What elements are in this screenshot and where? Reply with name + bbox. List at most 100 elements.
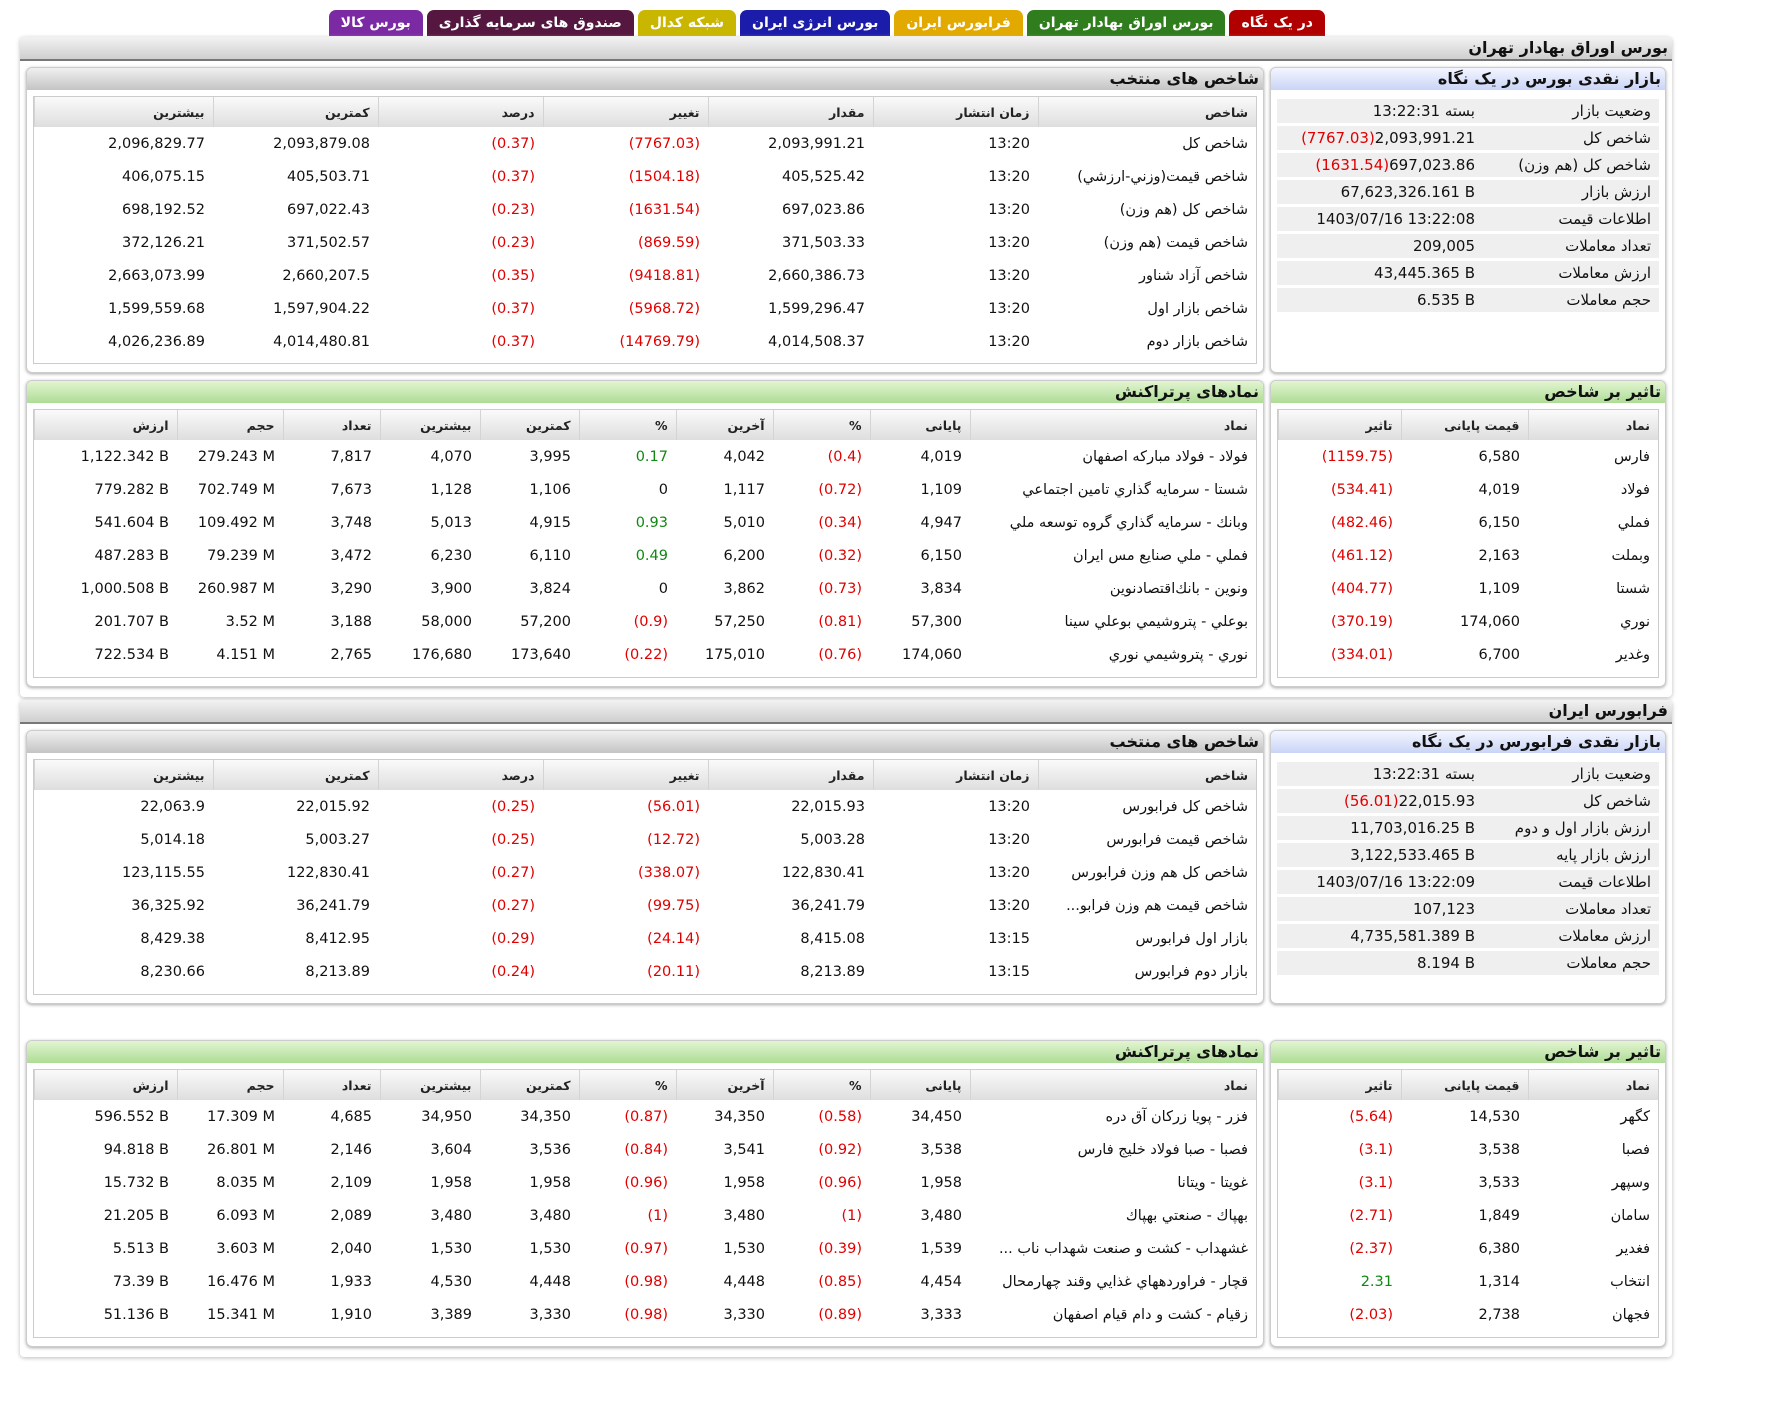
table-head: نماد قیمت پایانی تاثیر [1278, 410, 1658, 440]
label-cell: ارزش بازار اول و دوم [1483, 816, 1659, 840]
table-cell: (0.9) [579, 605, 676, 638]
cell-text: 51.136 B [103, 1306, 169, 1323]
cell-text: 0.17 [635, 448, 668, 465]
nav-tab[interactable]: شبکه کدال [637, 10, 736, 36]
cell-text: (1159.75) [1321, 448, 1393, 465]
cell-text: 57,200 [520, 613, 571, 630]
table-cell: شستا [1528, 572, 1658, 605]
column-header: تغییر [542, 97, 708, 127]
overview-label: تعداد معاملات [1565, 900, 1651, 918]
cell-text: (0.81) [818, 613, 862, 630]
panel-title: تاثیر بر شاخص [1544, 1042, 1661, 1061]
label-cell: شاخص کل [1483, 789, 1659, 813]
table-cell: 122,830.41 [708, 856, 873, 889]
table-row: فملي 6,150 (482.46) [1279, 506, 1659, 539]
overview-row: شاخص کل (هم وزن) 697,023.86(1631.54) [1277, 153, 1659, 177]
cell-text: (0.97) [624, 1240, 668, 1257]
table-cell: 4,454 [870, 1265, 970, 1298]
cell-text: 122,830.41 [286, 864, 370, 881]
table-cell: 36,325.92 [35, 889, 214, 922]
table-cell: نوري - پتروشيمي نوري [970, 638, 1256, 671]
cell-text: 3,541 [723, 1141, 765, 1158]
nav-tab[interactable]: بورس انرژی ایران [740, 10, 891, 36]
cell-text: (1) [841, 1207, 862, 1224]
table-cell: (334.01) [1279, 638, 1402, 671]
panel-body: شاخص زمان انتشار مقدار تغییر درصد کمترین بیشتر… [33, 96, 1257, 364]
table-cell: 6,230 [380, 539, 480, 572]
table-cell: 1,530 [480, 1232, 579, 1265]
cell-text: (1) [647, 1207, 668, 1224]
table-row: شستا 1,109 (404.77) [1279, 572, 1659, 605]
nav-tab[interactable]: بورس کالا [328, 10, 423, 36]
cell-text: (0.72) [818, 481, 862, 498]
nav-tab[interactable]: بورس اوراق بهادار تهران [1026, 10, 1226, 36]
overview-row: تعداد معاملات 107,123 [1277, 897, 1659, 921]
cell-text: 8,213.89 [305, 963, 370, 980]
cell-text: 22,015.92 [296, 798, 370, 815]
table-cell: شاخص قيمت(وزني-ارزشي) [1038, 160, 1256, 193]
table-cell: شستا - سرمایه گذاري تامين اجتماعي [970, 473, 1256, 506]
nav-tab[interactable]: در یک نگاه [1229, 10, 1325, 36]
cell-text: بهپاك - صنعتي بهپاك [1125, 1207, 1248, 1224]
column-header: مقدار [707, 760, 873, 790]
table-body: فارس 6,580 (1159.75) فولاد 4,019 (534.41) فملي… [1279, 440, 1659, 671]
cell-text: 34,450 [911, 1108, 962, 1125]
value-cell: 1403/07/16 13:22:08 [1277, 207, 1483, 231]
nav-tab[interactable]: فرابورس ایران [894, 10, 1023, 36]
cell-text: (869.59) [637, 234, 700, 251]
cell-text: 371,502.57 [286, 234, 370, 251]
table-cell: (0.34) [773, 506, 870, 539]
nav-tab[interactable]: صندوق های سرمایه گذاری [426, 10, 634, 36]
table-cell: فجهان [1528, 1298, 1658, 1331]
cell-text: (0.4) [827, 448, 862, 465]
table-row: بازار دوم فرابورس 13:15 8,213.89 (20.11) (0.… [35, 955, 1257, 988]
table-cell: (404.77) [1279, 572, 1402, 605]
table-cell: انتخاب [1528, 1265, 1658, 1298]
table-cell: 3,472 [283, 539, 380, 572]
column-header: زمان انتشار [872, 97, 1038, 127]
table-cell: کگهر [1528, 1100, 1658, 1133]
column-header: نماد [969, 410, 1256, 440]
table-cell: 1,599,559.68 [35, 292, 214, 325]
overview-value: 2,093,991.21 [1374, 129, 1475, 147]
cell-text: 36,325.92 [131, 897, 205, 914]
cell-text: (5.64) [1349, 1108, 1393, 1125]
cell-text: 1,122.342 B [80, 448, 169, 465]
overview-row: ارزش معاملات 43,445.365 B [1277, 261, 1659, 285]
table-cell: 1,597,904.22 [213, 292, 378, 325]
cell-text: (7767.03) [628, 135, 700, 152]
cell-text: (1504.18) [628, 168, 700, 185]
cell-text: (9418.81) [628, 267, 700, 284]
table-cell: 4,042 [676, 440, 773, 473]
cell-text: 1,958 [920, 1174, 962, 1191]
cell-text: 3,995 [529, 448, 571, 465]
table-cell: 1,122.342 B [35, 440, 178, 473]
panel-body: نماد قیمت پایانی تاثیر کگهر 14,530 (5.64) فصبا… [1277, 1069, 1659, 1338]
table-cell: 13:20 [873, 259, 1038, 292]
cell-text: فصبا [1621, 1141, 1650, 1158]
table-cell: فارس [1528, 440, 1658, 473]
table-cell: 1,000.508 B [35, 572, 178, 605]
table-cell: 1,958 [870, 1166, 970, 1199]
table-cell: 3,330 [676, 1298, 773, 1331]
cell-text: 6,150 [1478, 514, 1520, 531]
cell-text: قچار - فراوردههاي غذايي وقند چهارمحال [1002, 1273, 1248, 1290]
cell-text: 702.749 M [197, 481, 275, 498]
cell-text: (2.37) [1349, 1240, 1393, 1257]
table-cell: 1,958 [380, 1166, 480, 1199]
table-cell: 4,915 [480, 506, 579, 539]
impact-table: نماد قیمت پایانی تاثیر کگهر 14,530 (5.64) فصبا… [1278, 1070, 1658, 1331]
table-cell: 2,765 [283, 638, 380, 671]
table-row: فصبا - صبا فولاد خليج فارس 3,538 (0.92) 3,5… [35, 1133, 1257, 1166]
table-row: شاخص کل فرابورس 13:20 22,015.93 (56.01) (0.2… [35, 790, 1257, 823]
cell-text: 21.205 B [103, 1207, 169, 1224]
table-row: وسپهر 3,533 (3.1) [1279, 1166, 1659, 1199]
column-header: کمترین [212, 760, 378, 790]
table-cell: 36,241.79 [213, 889, 378, 922]
market-title: فرابورس ایران [1548, 701, 1668, 720]
table-cell: 697,023.86 [708, 193, 873, 226]
panel-body: نماد قیمت پایانی تاثیر فارس 6,580 (1159.75) فو… [1277, 409, 1659, 678]
table-cell: (3.1) [1279, 1166, 1402, 1199]
table-cell: (0.96) [579, 1166, 676, 1199]
table-cell: (0.97) [579, 1232, 676, 1265]
